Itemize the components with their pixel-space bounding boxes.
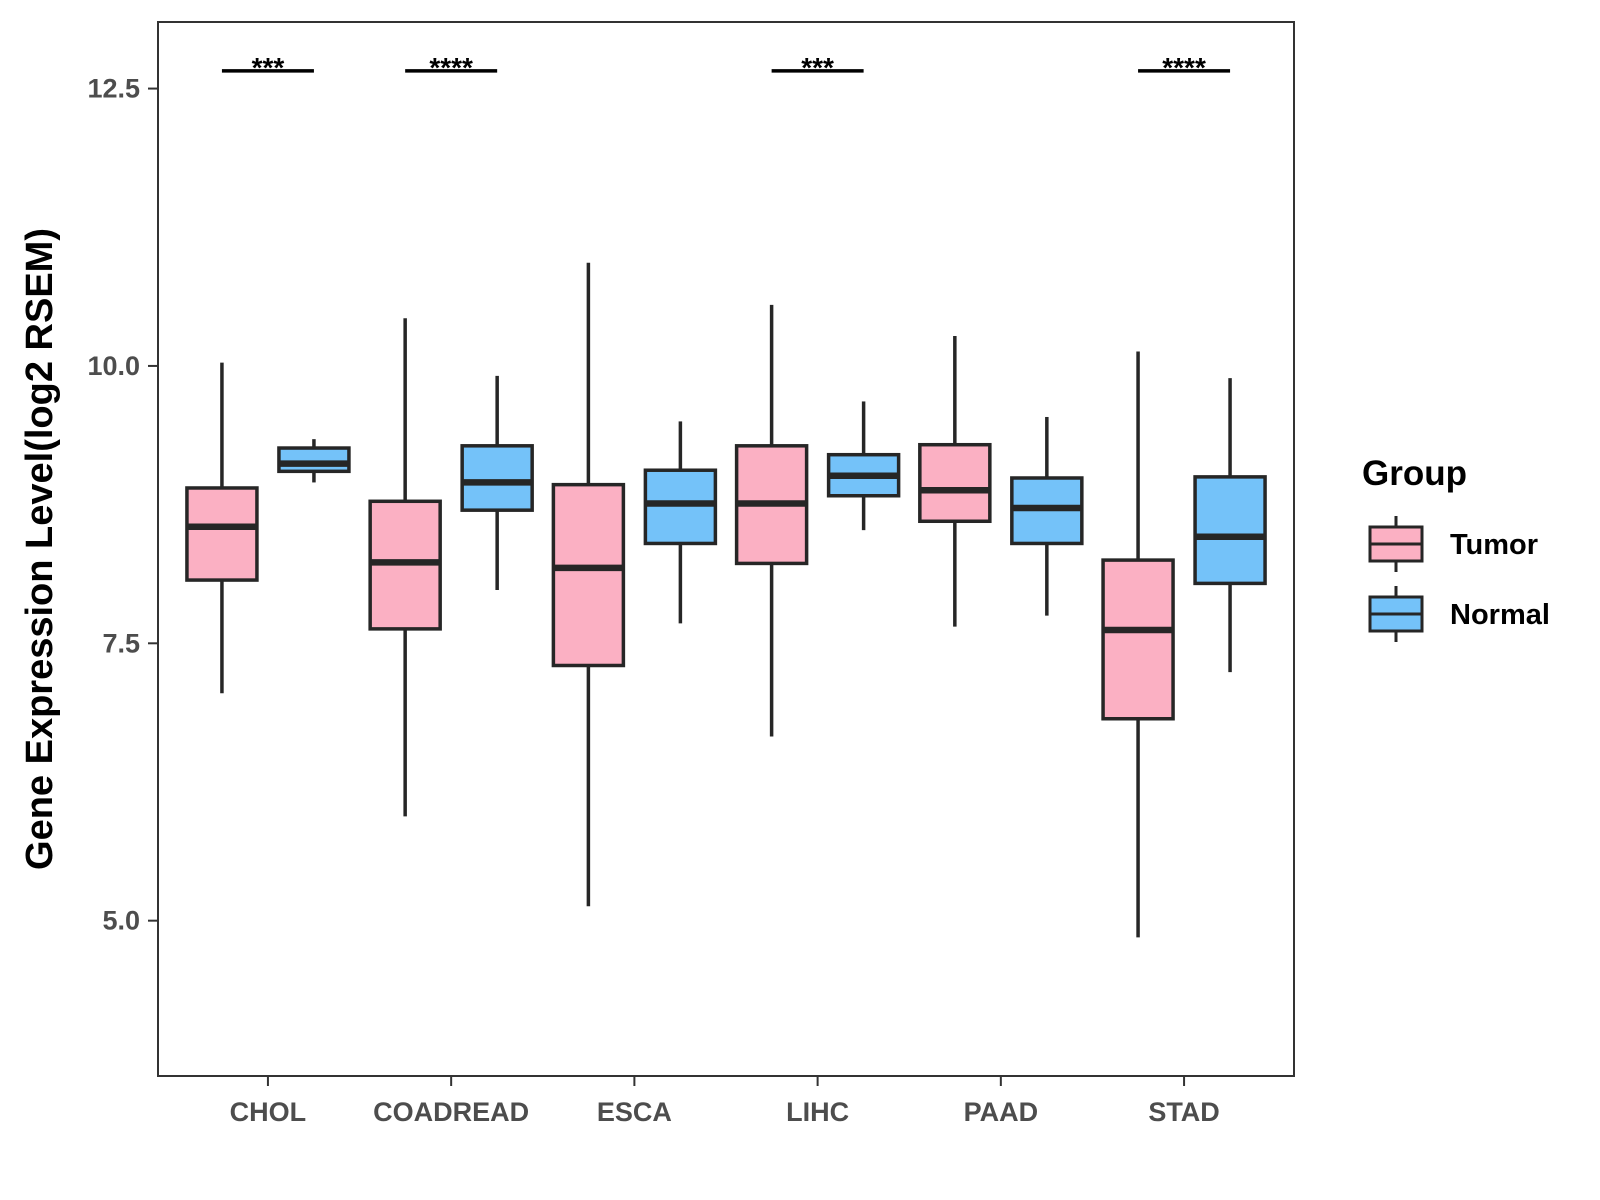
- box-normal-stad: [1193, 378, 1267, 673]
- box-iqr: [277, 446, 351, 474]
- box-iqr: [551, 482, 626, 668]
- panel-border: [157, 21, 1295, 1077]
- y-axis-title: Gene Expression Level(log2 RSEM): [19, 228, 61, 870]
- legend-item-normal: Normal: [1368, 586, 1550, 642]
- significance-label: ***: [252, 52, 285, 83]
- significance-label: ****: [429, 52, 473, 83]
- legend-title: Group: [1362, 454, 1467, 493]
- significance-lihc: ***: [771, 52, 864, 83]
- x-tick-label: STAD: [1148, 1097, 1220, 1127]
- significance-stad: ****: [1138, 52, 1231, 83]
- box-iqr: [460, 444, 534, 512]
- box-tumor-chol: [185, 362, 259, 694]
- significance-label: ****: [1162, 52, 1206, 83]
- legend-item-tumor: Tumor: [1368, 516, 1538, 572]
- legend: Group Tumor Normal: [1362, 454, 1550, 642]
- x-tick-label: PAAD: [964, 1097, 1039, 1127]
- box-iqr: [1193, 475, 1267, 586]
- x-tick-label: CHOL: [230, 1097, 307, 1127]
- x-axis: CHOL COADREAD ESCA LIHC PAAD STAD: [230, 1076, 1220, 1127]
- significance-coadread: ****: [405, 52, 498, 83]
- significance-chol: ***: [221, 52, 314, 83]
- y-tick-label: 5.0: [102, 906, 140, 936]
- y-tick-label: 12.5: [87, 74, 140, 104]
- box-normal-lihc: [826, 401, 901, 531]
- x-tick-label: LIHC: [786, 1097, 849, 1127]
- box-tumor-coadread: [368, 318, 442, 817]
- significance-label: ***: [801, 52, 834, 83]
- box-tumor-paad: [918, 335, 992, 627]
- box-iqr: [1101, 558, 1175, 721]
- x-tick-label: COADREAD: [373, 1097, 529, 1127]
- y-axis: 5.0 7.5 10.0 12.5: [87, 74, 158, 936]
- box-normal-paad: [1010, 416, 1084, 616]
- box-iqr: [918, 442, 992, 524]
- legend-label: Normal: [1450, 599, 1550, 631]
- box-tumor-stad: [1101, 351, 1175, 938]
- box-tumor-esca: [551, 262, 626, 907]
- box-iqr: [643, 468, 718, 546]
- box-iqr: [185, 486, 259, 582]
- box-normal-chol: [277, 439, 351, 483]
- plot-area: *** **** *** ****: [185, 52, 1267, 938]
- legend-label: Tumor: [1450, 529, 1538, 561]
- box-tumor-lihc: [734, 304, 809, 737]
- box-normal-coadread: [460, 375, 534, 591]
- y-tick-label: 10.0: [87, 351, 140, 381]
- y-tick-label: 7.5: [102, 628, 140, 658]
- box-normal-esca: [643, 421, 718, 624]
- x-tick-label: ESCA: [597, 1097, 672, 1127]
